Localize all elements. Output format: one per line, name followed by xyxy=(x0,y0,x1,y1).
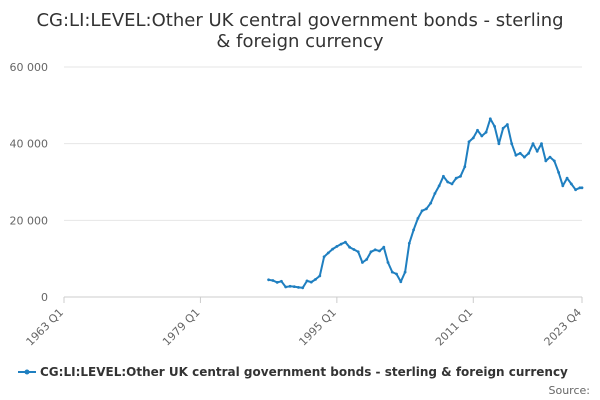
data-point[interactable] xyxy=(356,250,360,254)
data-point[interactable] xyxy=(501,126,505,130)
data-point[interactable] xyxy=(267,278,270,282)
data-point[interactable] xyxy=(271,279,275,282)
x-axis: 1963 Q1 1979 Q1 1995 Q1 2011 Q1 2023 Q4 xyxy=(24,296,585,349)
data-point[interactable] xyxy=(275,281,279,284)
x-tick-label: 2023 Q4 xyxy=(542,306,585,349)
grid-lines xyxy=(64,66,582,221)
data-point[interactable] xyxy=(433,192,437,195)
data-point[interactable] xyxy=(565,176,569,180)
y-tick-label: 20 000 xyxy=(10,214,49,227)
data-point[interactable] xyxy=(361,261,364,264)
data-point[interactable] xyxy=(544,159,548,163)
legend[interactable]: CG:LI:LEVEL:Other UK central government … xyxy=(18,365,568,379)
data-point[interactable] xyxy=(484,130,488,134)
data-point[interactable] xyxy=(454,176,458,180)
data-point[interactable] xyxy=(301,286,305,290)
x-tick-label: 2011 Q1 xyxy=(433,306,476,349)
data-point[interactable] xyxy=(531,142,535,146)
data-point[interactable] xyxy=(425,207,428,211)
data-point[interactable] xyxy=(540,142,543,146)
legend-label: CG:LI:LEVEL:Other UK central government … xyxy=(40,365,568,379)
data-point[interactable] xyxy=(446,180,450,184)
data-point[interactable] xyxy=(514,153,518,157)
data-point[interactable] xyxy=(399,280,403,284)
data-point[interactable] xyxy=(459,174,462,178)
source-label: Source: xyxy=(549,384,591,397)
data-point[interactable] xyxy=(437,184,441,188)
data-point[interactable] xyxy=(476,128,479,132)
data-point[interactable] xyxy=(467,140,471,144)
data-point[interactable] xyxy=(561,184,565,188)
data-point[interactable] xyxy=(471,136,475,140)
data-point[interactable] xyxy=(488,117,492,121)
y-tick-label: 60 000 xyxy=(10,61,49,74)
data-point[interactable] xyxy=(305,279,309,283)
data-point[interactable] xyxy=(403,270,407,274)
data-point[interactable] xyxy=(518,151,522,155)
data-point[interactable] xyxy=(463,165,467,169)
data-point[interactable] xyxy=(335,245,339,248)
data-point[interactable] xyxy=(480,134,484,138)
data-point[interactable] xyxy=(284,285,288,289)
data-point[interactable] xyxy=(292,285,296,288)
data-point[interactable] xyxy=(450,182,454,186)
data-point[interactable] xyxy=(395,272,398,276)
data-point[interactable] xyxy=(280,279,283,283)
data-point[interactable] xyxy=(578,186,582,190)
data-point[interactable] xyxy=(369,250,373,254)
data-point[interactable] xyxy=(510,142,514,146)
y-tick-label: 0 xyxy=(41,291,48,304)
data-point[interactable] xyxy=(416,217,420,220)
data-point[interactable] xyxy=(348,245,351,249)
data-point[interactable] xyxy=(297,286,300,289)
data-point[interactable] xyxy=(574,188,577,192)
data-point[interactable] xyxy=(580,186,584,190)
chart-title-line-2: & foreign currency xyxy=(216,31,384,52)
y-axis: 0 20 000 40 000 60 000 xyxy=(10,61,49,304)
data-point[interactable] xyxy=(386,261,390,264)
data-point[interactable] xyxy=(412,228,415,232)
data-point[interactable] xyxy=(569,182,573,186)
data-point[interactable] xyxy=(390,270,394,274)
data-point[interactable] xyxy=(442,174,445,178)
data-point[interactable] xyxy=(535,149,539,153)
data-point[interactable] xyxy=(429,201,433,205)
data-point[interactable] xyxy=(382,245,386,249)
legend-marker xyxy=(24,369,30,375)
y-tick-label: 40 000 xyxy=(10,138,49,151)
data-point[interactable] xyxy=(548,155,552,159)
data-point[interactable] xyxy=(373,248,377,252)
data-point[interactable] xyxy=(365,258,369,261)
x-tick-label: 1979 Q1 xyxy=(160,306,203,349)
data-point[interactable] xyxy=(552,159,556,163)
x-tick-label: 1995 Q1 xyxy=(296,306,339,349)
data-point[interactable] xyxy=(314,278,317,281)
data-point[interactable] xyxy=(420,209,424,213)
data-point[interactable] xyxy=(493,125,496,128)
data-point[interactable] xyxy=(288,284,292,288)
data-point[interactable] xyxy=(331,247,334,251)
data-point[interactable] xyxy=(344,240,347,244)
data-point[interactable] xyxy=(309,280,313,284)
data-point[interactable] xyxy=(378,249,381,253)
data-point[interactable] xyxy=(318,274,322,278)
series-layer xyxy=(267,117,584,290)
data-point[interactable] xyxy=(339,242,343,246)
data-point[interactable] xyxy=(523,155,526,159)
chart-title: CG:LI:LEVEL:Other UK central government … xyxy=(36,10,563,52)
data-point[interactable] xyxy=(322,255,326,259)
data-point[interactable] xyxy=(497,142,501,146)
data-point[interactable] xyxy=(352,248,356,251)
data-point[interactable] xyxy=(506,123,509,126)
data-point[interactable] xyxy=(557,171,560,174)
data-point[interactable] xyxy=(527,151,531,155)
data-point[interactable] xyxy=(407,241,411,245)
x-tick-label: 1963 Q1 xyxy=(24,306,67,349)
data-point[interactable] xyxy=(326,251,330,255)
chart-title-line-1: CG:LI:LEVEL:Other UK central government … xyxy=(36,10,563,31)
